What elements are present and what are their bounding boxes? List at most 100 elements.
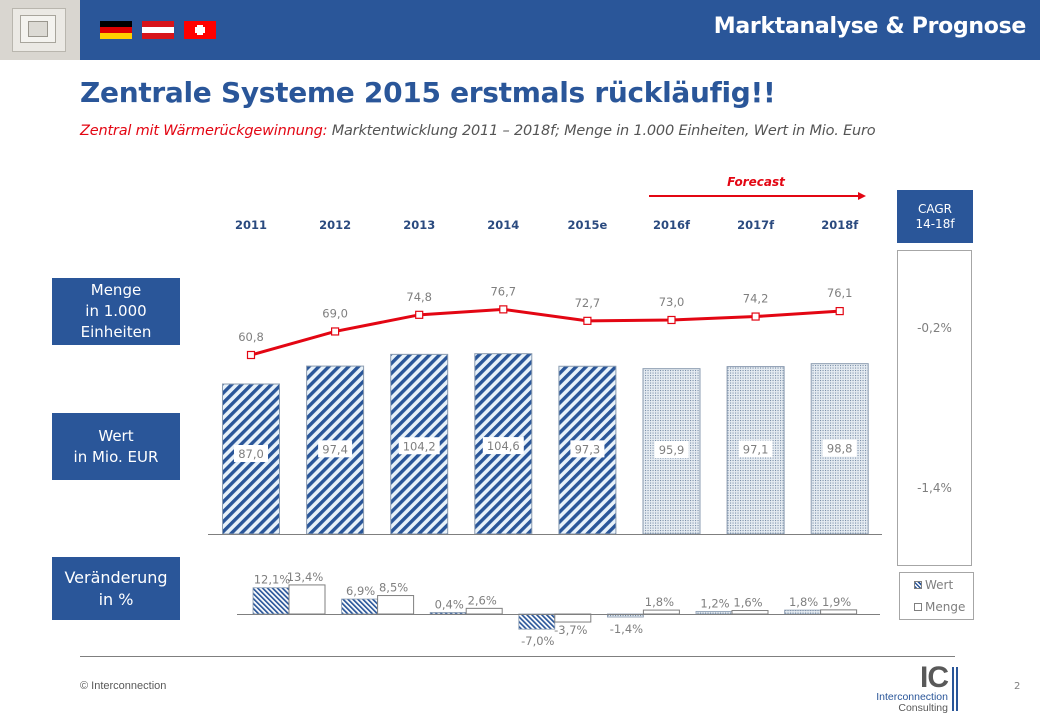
change-label-menge: 1,9% xyxy=(822,595,851,609)
value-label: 104,2 xyxy=(403,439,436,453)
forecast-arrow-head-icon xyxy=(858,192,866,200)
year-label: 2014 xyxy=(487,218,519,232)
germany-flag-icon xyxy=(100,21,132,39)
cagr-header: CAGR 14-18f xyxy=(897,190,973,243)
quantity-point xyxy=(835,306,844,316)
year-labels: 2011 2012 2013 2014 2015e 2016f 2017f 2018f xyxy=(235,218,859,232)
change-label-menge: 1,8% xyxy=(645,595,674,609)
quantity-point xyxy=(415,310,424,319)
hatched-swatch-icon xyxy=(914,581,922,589)
value-label-bg xyxy=(570,440,605,458)
logo-text-line1: Interconnection xyxy=(876,691,948,703)
value-label-bg xyxy=(482,437,524,455)
value-label-bg xyxy=(398,437,440,455)
change-label-wert: 1,8% xyxy=(789,595,818,609)
quantity-label: 74,2 xyxy=(743,292,769,306)
change-label-menge: 2,6% xyxy=(468,593,497,607)
change-label-menge: 13,4% xyxy=(287,570,324,584)
row-label-wert: Wert in Mio. EUR xyxy=(52,413,180,480)
row-label-line: in 1.000 xyxy=(85,302,147,320)
legend-item-menge: Menge xyxy=(914,600,965,614)
quantity-point xyxy=(246,350,256,360)
value-label-bg xyxy=(738,440,773,458)
cagr-menge-value: -0,2% xyxy=(917,321,952,335)
change-label-menge: -3,7% xyxy=(554,623,587,637)
year-label: 2018f xyxy=(821,218,859,232)
logo-bar xyxy=(952,667,954,711)
change-label-wert: 1,2% xyxy=(700,596,729,610)
quantity-label: 76,1 xyxy=(827,286,853,300)
ventilation-grille-photo xyxy=(0,0,80,60)
row-label-line: in Mio. EUR xyxy=(73,447,159,466)
quantity-label: 60,8 xyxy=(238,330,264,344)
quantity-point xyxy=(331,327,340,336)
company-logo: IC Interconnection Consulting xyxy=(868,661,958,714)
cagr-wert-value: -1,4% xyxy=(917,481,952,495)
quantity-point xyxy=(499,305,508,314)
page-number: 2 xyxy=(1014,681,1021,692)
quantity-line: 60,8 69,0 74,8 76,7 72,7 73,0 74,2 76,1 xyxy=(238,284,853,360)
change-bar-menge xyxy=(642,609,680,615)
quantity-line-path xyxy=(250,307,840,357)
change-label-wert: -7,0% xyxy=(521,634,554,648)
empty-swatch-icon xyxy=(914,603,922,611)
chart-legend: Wert Menge xyxy=(899,572,974,620)
logo-mark: IC xyxy=(920,661,949,694)
change-bar-wert xyxy=(252,587,290,615)
quantity-point xyxy=(751,312,760,321)
change-bar-menge xyxy=(820,609,858,615)
logo-text-line2: Consulting xyxy=(898,702,948,714)
change-bar-menge xyxy=(731,610,769,615)
row-label-line: Wert xyxy=(98,426,134,445)
header-title: Marktanalyse & Prognose xyxy=(713,14,1027,39)
quantity-label: 69,0 xyxy=(322,306,348,320)
row-label-menge: Menge in 1.000 Einheiten xyxy=(52,278,180,345)
logo-bar xyxy=(956,667,958,711)
change-bar-menge xyxy=(465,607,503,615)
change-bar-wert xyxy=(784,609,821,615)
quantity-label: 76,7 xyxy=(490,284,516,298)
change-bar-wert xyxy=(518,613,556,630)
value-label-bg xyxy=(234,445,268,462)
forecast-label: Forecast xyxy=(727,175,786,189)
change-bar-menge xyxy=(377,595,415,615)
row-label-line: Einheiten xyxy=(80,323,152,341)
change-label-wert: 12,1% xyxy=(254,573,291,587)
change-bar-menge xyxy=(554,613,592,623)
change-label-menge: 1,6% xyxy=(733,596,762,610)
year-label: 2012 xyxy=(319,218,351,232)
quantity-label: 72,7 xyxy=(575,296,601,310)
austria-flag-icon xyxy=(142,21,174,39)
change-bar-menge xyxy=(288,584,326,615)
value-bars: 87,0 97,4 104,2 104,6 97,3 95,9 97,1 98,8 xyxy=(222,353,869,535)
switzerland-flag-icon xyxy=(184,21,216,39)
year-label: 2015e xyxy=(567,218,607,232)
cagr-panel xyxy=(897,250,972,566)
quantity-label: 73,0 xyxy=(659,295,685,309)
row-label-line: Menge xyxy=(90,281,142,299)
year-label: 2011 xyxy=(235,218,267,232)
page-subtitle: Zentral mit Wärmerückgewinnung: Marktent… xyxy=(80,123,876,139)
cagr-header-line: CAGR xyxy=(917,201,952,216)
row-label-line: Veränderung xyxy=(64,567,168,587)
quantity-point xyxy=(667,315,676,325)
change-bars: 12,1%13,4% 6,9% 8,5% 0,4% 2,6% -7,0%-3,7% -1,4… xyxy=(252,570,858,648)
change-label-wert: 0,4% xyxy=(435,598,464,612)
change-bar-wert xyxy=(429,612,467,615)
value-label: 95,9 xyxy=(659,443,685,457)
legend-label: Menge xyxy=(925,600,966,614)
year-label: 2017f xyxy=(737,218,775,232)
value-label: 97,3 xyxy=(575,442,601,456)
change-label-menge: 8,5% xyxy=(379,581,408,595)
year-label: 2016f xyxy=(653,218,691,232)
year-label: 2013 xyxy=(403,218,435,232)
quantity-label: 74,8 xyxy=(406,290,432,304)
value-label-bg xyxy=(822,439,857,457)
value-label: 104,6 xyxy=(487,439,520,453)
value-label: 98,8 xyxy=(827,442,853,456)
change-label-wert: -1,4% xyxy=(610,622,643,636)
subtitle-highlight: Zentral mit Wärmerückgewinnung: xyxy=(80,123,328,139)
footer-divider xyxy=(80,656,955,657)
change-bar-wert xyxy=(695,610,733,615)
